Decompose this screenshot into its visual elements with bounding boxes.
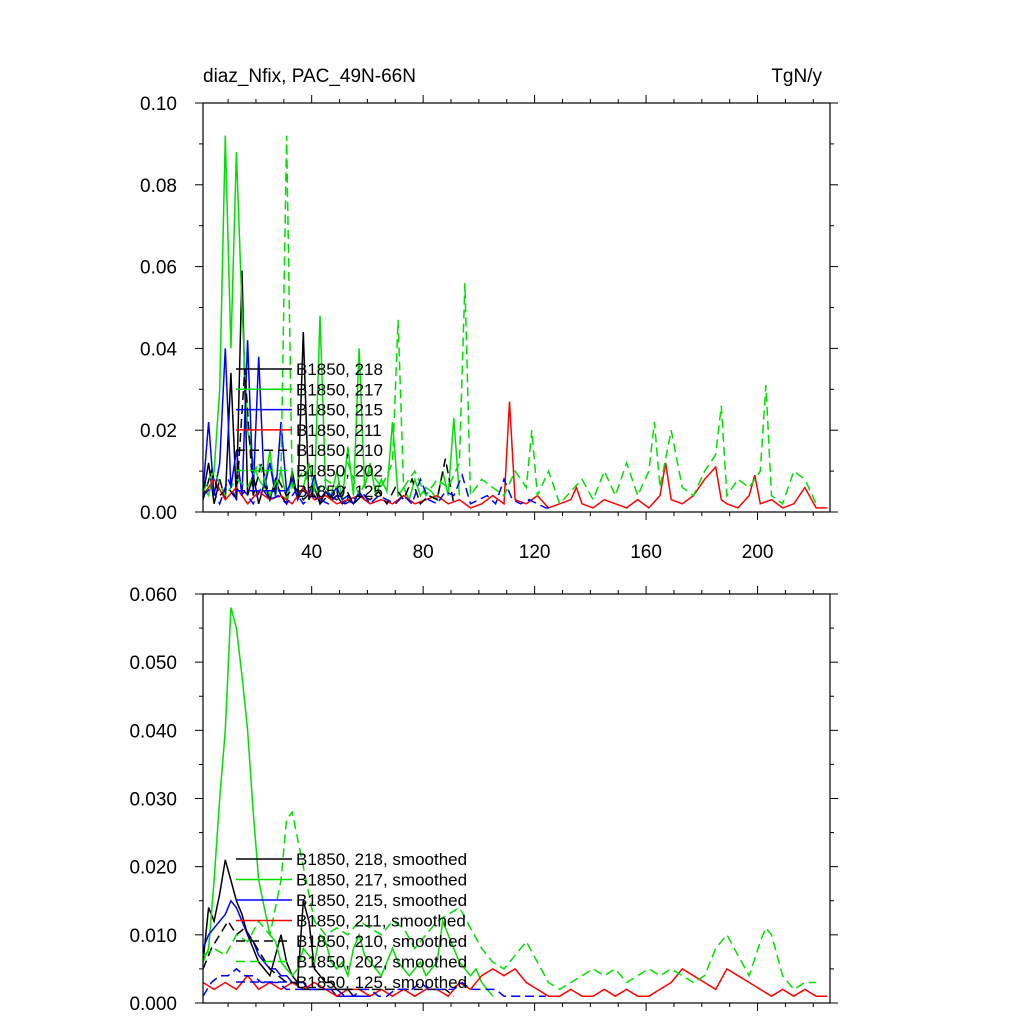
legend-label: B1850, 202, smoothed [296, 953, 467, 972]
legend: B1850, 218, smoothed B1850, 217, smoothed… [236, 850, 467, 992]
y-tick-label: 0.06 [140, 258, 177, 279]
y-tick-label: 0.00 [140, 503, 177, 524]
y-tick-label: 0.08 [140, 176, 177, 197]
y-tick-label: 0.050 [129, 653, 177, 674]
legend-label: B1850, 218 [296, 360, 383, 379]
x-tick-label: 40 [301, 542, 322, 563]
chart-title-left: diaz_Nfix, PAC_49N-66N [203, 66, 416, 87]
y-tick-label: 0.04 [140, 339, 177, 360]
y-tick-label: 0.010 [129, 926, 177, 947]
series-line-1-2 [203, 899, 371, 997]
series-line-0-6 [203, 472, 555, 509]
y-tick-label: 0.040 [129, 721, 177, 742]
y-tick-label: 0.060 [129, 585, 177, 606]
series-line-1-6 [203, 967, 546, 997]
series-line-1-3 [203, 967, 828, 998]
x-tick-label: 160 [630, 542, 662, 563]
legend-label: B1850, 215, smoothed [296, 891, 467, 910]
x-tick-label: 80 [413, 542, 434, 563]
series-line-1-5 [203, 810, 817, 991]
bottom-panel: 0.000 0.010 0.020 0.030 0.040 0.050 0.060 B1850… [129, 585, 838, 1015]
legend-label: B1850, 218, smoothed [296, 850, 467, 869]
legend-label: B1850, 202 [296, 462, 383, 481]
legend-label: B1850, 217, smoothed [296, 871, 467, 890]
legend-label: B1850, 125, smoothed [296, 973, 467, 992]
legend-label: B1850, 210, smoothed [296, 932, 467, 951]
y-tick-label: 0.020 [129, 858, 177, 879]
chart-title-right: TgN/y [771, 66, 822, 87]
x-tick-label: 200 [742, 542, 774, 563]
top-panel: 40 80 120 160 200 0.00 0.02 0.04 0.06 0.08 0.10 B18… [140, 94, 838, 563]
y-tick-label: 0.10 [140, 94, 177, 115]
legend-label: B1850, 211, smoothed [296, 912, 466, 931]
y-tick-label: 0.02 [140, 421, 177, 442]
legend-label: B1850, 211 [296, 421, 382, 440]
legend-label: B1850, 217 [296, 380, 383, 399]
series-line-0-5 [203, 135, 817, 506]
legend-label: B1850, 215 [296, 401, 383, 420]
series-line-1-0 [203, 859, 355, 997]
legend-label: B1850, 125 [296, 482, 383, 501]
x-tick-label: 120 [519, 542, 551, 563]
y-tick-label: 0.000 [129, 994, 177, 1015]
y-tick-label: 0.030 [129, 790, 177, 811]
series-line-1-1 [203, 607, 494, 997]
legend-label: B1850, 210 [296, 441, 383, 460]
